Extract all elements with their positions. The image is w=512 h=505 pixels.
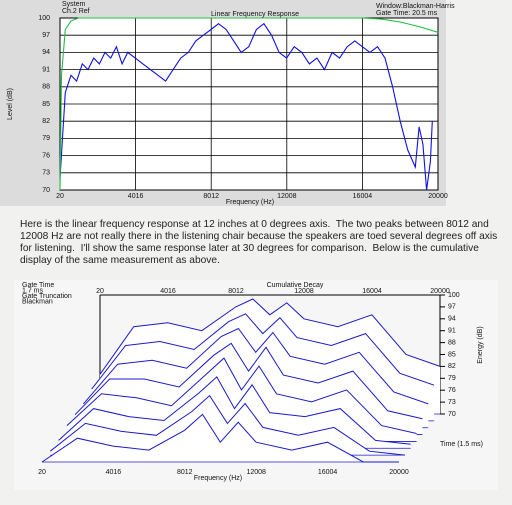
y-axis-label: Energy (dB)	[477, 326, 484, 363]
x-tick-label: 20	[56, 193, 64, 200]
paragraph: Here is the linear frequency response at…	[20, 219, 501, 266]
legend-entry: System	[62, 1, 86, 8]
decay-slice	[83, 327, 429, 405]
y-tick-label: 91	[448, 328, 456, 335]
annotation: Gate Time	[22, 282, 54, 289]
x-tick-label: 16004	[353, 193, 373, 200]
y-tick-label: 94	[448, 316, 456, 323]
y-tick-label: 70	[42, 187, 50, 194]
y-tick-label: 97	[42, 32, 50, 39]
decay-slice	[66, 357, 417, 434]
y-tick-label: 85	[448, 351, 456, 358]
y-tick-label: 73	[448, 399, 456, 406]
data-line	[59, 22, 433, 191]
slice-fill	[50, 395, 405, 456]
x-tick-label: 12008	[277, 193, 297, 200]
y-tick-label: 91	[42, 66, 50, 73]
x-tick-label: 4016	[128, 193, 144, 200]
annotation: Gate Time: 20.5 ms	[376, 10, 438, 17]
x-tick-label: 20	[96, 288, 104, 295]
y-tick-label: 76	[448, 387, 456, 394]
y-tick-label: 70	[448, 411, 456, 418]
annotation: Gate Truncation	[22, 293, 72, 300]
decay-slice	[91, 313, 435, 390]
legend-entry: Ch.2 Ref	[62, 8, 90, 15]
annotation: 1.7 ms	[22, 287, 44, 294]
y-tick-label: 76	[42, 152, 50, 159]
time-label: Time (1.5 ms)	[440, 441, 483, 448]
decay-slice	[58, 376, 411, 445]
x-tick-label: 20	[38, 469, 46, 476]
x-tick-label: 8012	[228, 288, 244, 295]
y-tick-label: 82	[42, 118, 50, 125]
slice-fill	[42, 414, 399, 462]
y-axis-label: Level (dB)	[7, 88, 14, 120]
decay-slice	[74, 342, 423, 420]
y-tick-label: 82	[448, 363, 456, 370]
x-tick-label: 8012	[203, 193, 219, 200]
y-tick-label: 97	[448, 304, 456, 311]
x-tick-label: 16004	[362, 288, 382, 295]
y-tick-label: 100	[38, 15, 50, 22]
x-tick-label: 20000	[430, 288, 450, 295]
annotation: Window:Blackman-Harris	[376, 3, 455, 10]
x-axis-label: Frequency (Hz)	[194, 475, 242, 482]
x-tick-label: 20000	[428, 193, 448, 200]
x-tick-label: 8012	[177, 469, 193, 476]
decay-slice	[99, 298, 441, 375]
decay-slice	[41, 413, 399, 463]
data-line	[59, 17, 439, 191]
annotation: Blackman	[22, 298, 53, 305]
x-tick-label: 4016	[160, 288, 176, 295]
y-tick-label: 79	[448, 375, 456, 382]
x-tick-label: 4016	[106, 469, 122, 476]
x-tick-label: 12008	[246, 469, 266, 476]
y-tick-label: 79	[42, 135, 50, 142]
x-tick-label: 20000	[389, 469, 409, 476]
x-axis-label: Frequency (Hz)	[226, 199, 274, 206]
y-tick-label: 85	[42, 101, 50, 108]
chart-title: Linear Frequency Response	[211, 11, 299, 18]
x-tick-label: 12008	[294, 288, 314, 295]
y-tick-label: 73	[42, 170, 50, 177]
x-tick-label: 16004	[318, 469, 338, 476]
decay-slice	[49, 394, 405, 456]
y-tick-label: 88	[448, 339, 456, 346]
y-tick-label: 88	[42, 84, 50, 91]
y-tick-label: 100	[448, 292, 460, 299]
y-tick-label: 94	[42, 49, 50, 56]
chart-title: Cumulative Decay	[267, 282, 324, 289]
